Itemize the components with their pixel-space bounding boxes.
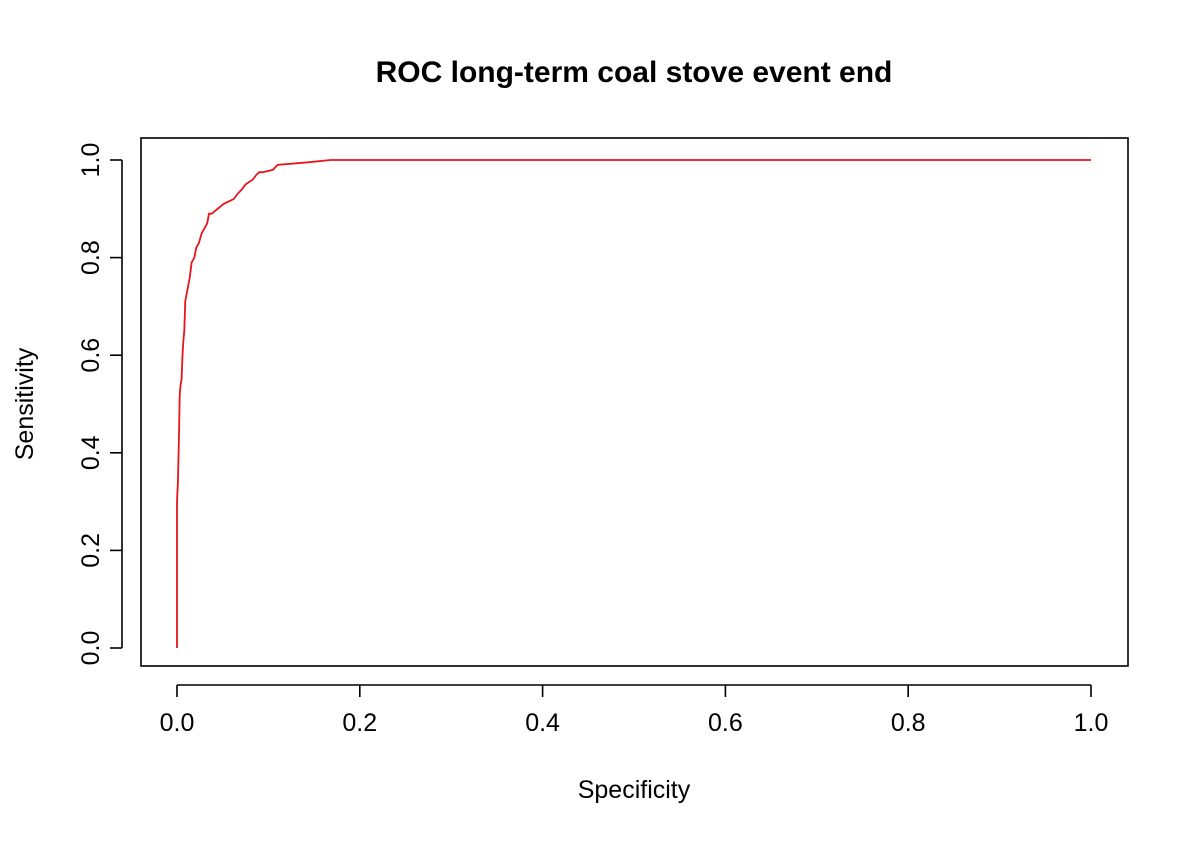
y-tick-label: 0.6 — [77, 338, 105, 373]
x-tick-label: 0.6 — [708, 709, 743, 737]
x-tick-label: 0.2 — [342, 709, 377, 737]
y-axis: 0.0 0.2 0.4 0.6 0.8 1.0 — [77, 143, 123, 666]
y-tick-label: 0.4 — [77, 435, 105, 470]
x-tick-label: 1.0 — [1074, 709, 1109, 737]
x-tick-label: 0.0 — [160, 709, 195, 737]
plot-frame — [140, 137, 1129, 667]
plot-area — [176, 159, 1091, 648]
y-tick-label: 0.2 — [77, 533, 105, 568]
chart-title: ROC long-term coal stove event end — [376, 56, 893, 89]
y-axis-label: Sensitivity — [11, 347, 39, 460]
y-tick-label: 1.0 — [77, 143, 105, 178]
x-axis: 0.0 0.2 0.4 0.6 0.8 1.0 — [160, 684, 1109, 737]
x-tick-label: 0.4 — [525, 709, 560, 737]
y-tick-label: 0.0 — [77, 631, 105, 666]
x-axis-label: Specificity — [578, 776, 691, 804]
roc-curve-line — [176, 159, 1091, 648]
x-tick-label: 0.8 — [891, 709, 926, 737]
y-tick-label: 0.8 — [77, 240, 105, 275]
